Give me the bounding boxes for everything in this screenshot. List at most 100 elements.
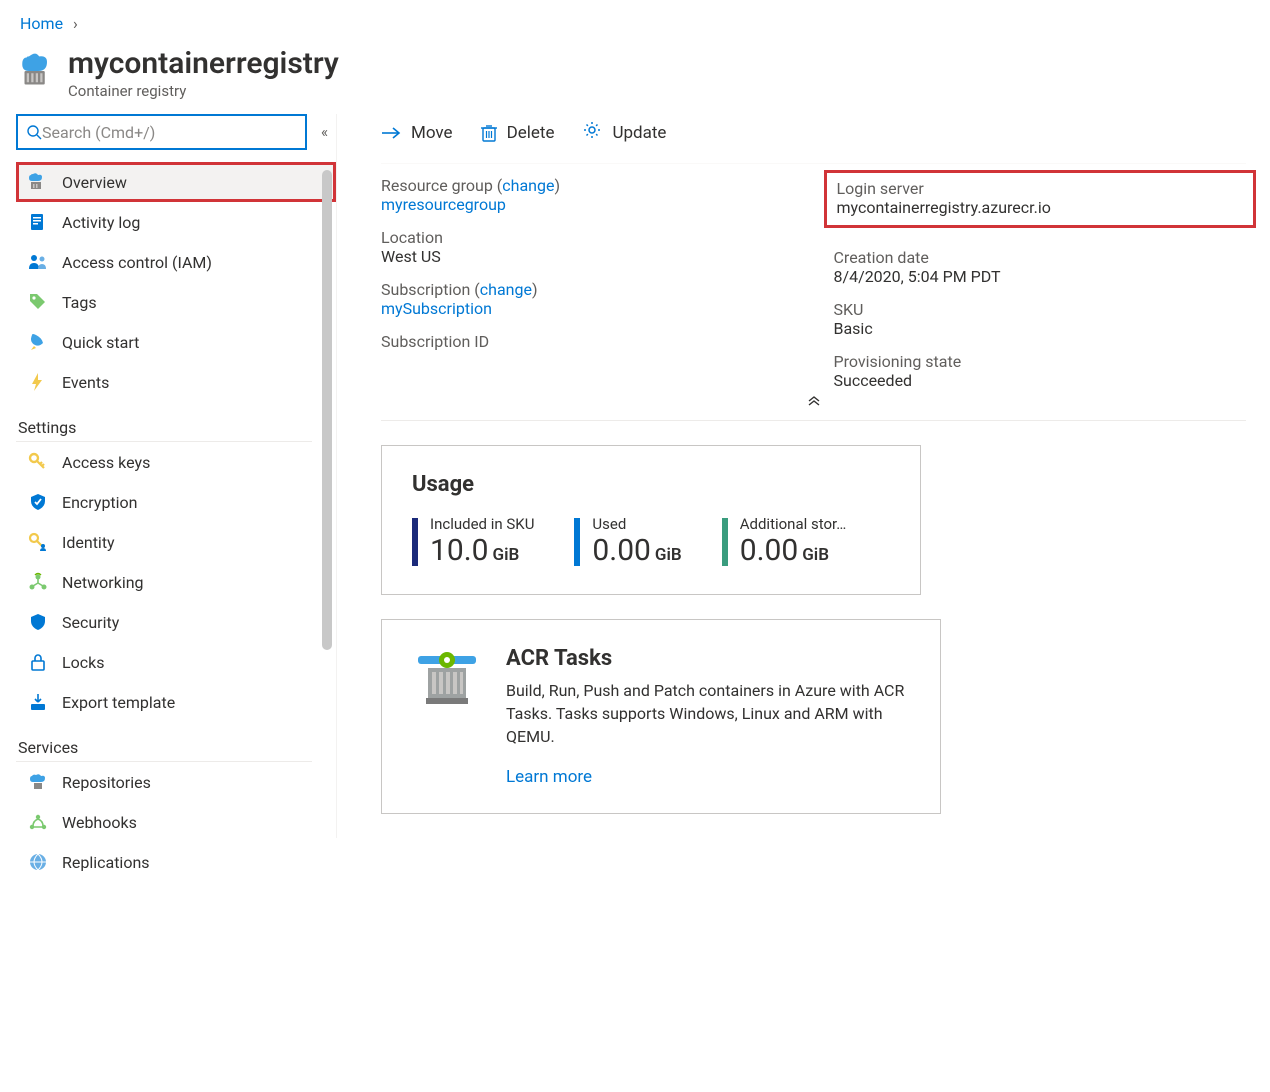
change-resource-group-link[interactable]: change [502, 176, 554, 195]
gear-icon [582, 120, 602, 140]
login-server-value: mycontainerregistry.azurecr.io [837, 198, 1244, 217]
subscription-value[interactable]: mySubscription [381, 299, 492, 318]
delete-button[interactable]: Delete [481, 120, 555, 145]
sidebar-item-label: Access control (IAM) [62, 253, 212, 272]
sidebar-item-label: Networking [62, 573, 144, 592]
sidebar-section-services: Services [16, 722, 312, 762]
page-subtitle: Container registry [68, 82, 339, 100]
events-icon [28, 372, 48, 392]
key-user-icon [28, 532, 48, 552]
login-server-highlight: Login server mycontainerregistry.azurecr… [824, 170, 1257, 228]
usage-bar [722, 518, 728, 566]
ess-label: Creation date [834, 248, 1247, 267]
breadcrumb: Home › [0, 0, 1270, 39]
ess-label: Provisioning state [834, 352, 1247, 371]
creation-date-value: 8/4/2020, 5:04 PM PDT [834, 267, 1247, 286]
arrow-right-icon [381, 125, 401, 141]
lock-icon [28, 652, 48, 672]
change-subscription-link[interactable]: change [480, 280, 532, 299]
usage-metric: Additional stor… 0.00GiB [722, 515, 847, 568]
location-value: West US [381, 247, 794, 266]
trash-icon [481, 124, 497, 142]
chevron-right-icon: › [73, 14, 78, 33]
sidebar-item-label: Activity log [62, 213, 140, 232]
collapse-sidebar-icon[interactable]: « [317, 123, 332, 141]
quickstart-icon [28, 332, 48, 352]
sidebar-item-webhooks[interactable]: Webhooks [16, 802, 336, 842]
container-registry-icon [20, 53, 56, 89]
sidebar-item-access-keys[interactable]: Access keys [16, 442, 336, 482]
sidebar-item-label: Overview [62, 173, 127, 192]
repositories-icon [28, 772, 48, 792]
sidebar-item-overview[interactable]: Overview [16, 162, 336, 202]
update-button[interactable]: Update [582, 120, 666, 145]
sidebar-item-networking[interactable]: Networking [16, 562, 336, 602]
sidebar-item-tags[interactable]: Tags [16, 282, 336, 322]
sku-value: Basic [834, 319, 1247, 338]
usage-bar [412, 518, 418, 566]
sidebar-item-label: Identity [62, 533, 115, 552]
sidebar-item-label: Encryption [62, 493, 138, 512]
sidebar-item-export-template[interactable]: Export template [16, 682, 336, 722]
tasks-card: ACR Tasks Build, Run, Push and Patch con… [381, 619, 941, 814]
search-icon [26, 124, 42, 140]
sidebar-item-label: Events [62, 373, 109, 392]
usage-unit: GiB [493, 545, 520, 565]
networking-icon [28, 572, 48, 592]
breadcrumb-home[interactable]: Home [20, 14, 63, 33]
search-input[interactable] [42, 123, 297, 142]
sidebar-item-label: Repositories [62, 773, 151, 792]
sidebar-item-events[interactable]: Events [16, 362, 336, 402]
search-input-wrap[interactable] [16, 114, 307, 150]
sidebar-item-quick-start[interactable]: Quick start [16, 322, 336, 362]
toolbar-label: Update [612, 123, 666, 143]
sidebar-item-identity[interactable]: Identity [16, 522, 336, 562]
sidebar-item-locks[interactable]: Locks [16, 642, 336, 682]
usage-label: Included in SKU [430, 515, 534, 533]
usage-title: Usage [412, 472, 890, 497]
main-content: Move Delete Update Resource group (chang… [336, 114, 1270, 838]
sidebar-item-label: Access keys [62, 453, 150, 472]
essentials: Resource group (change) myresourcegroup … [381, 164, 1246, 390]
usage-metric: Included in SKU 10.0GiB [412, 515, 534, 568]
page-title: mycontainerregistry [68, 47, 339, 80]
shield-icon [28, 612, 48, 632]
sidebar-item-repositories[interactable]: Repositories [16, 762, 336, 802]
usage-metric: Used 0.00GiB [574, 515, 681, 568]
ess-label: Subscription ID [381, 332, 794, 351]
webhooks-icon [28, 812, 48, 832]
page-header: mycontainerregistry Container registry [0, 39, 1270, 114]
sidebar-item-label: Tags [62, 293, 97, 312]
tasks-title: ACR Tasks [506, 646, 910, 671]
sidebar-item-access-control-iam-[interactable]: Access control (IAM) [16, 242, 336, 282]
usage-value: 0.00 [592, 533, 651, 568]
ess-label: SKU [834, 300, 1247, 319]
resource-group-value[interactable]: myresourcegroup [381, 195, 506, 214]
sidebar-section-settings: Settings [16, 402, 312, 442]
acr-tasks-icon [412, 646, 482, 714]
toolbar: Move Delete Update [381, 114, 1246, 164]
export-icon [28, 692, 48, 712]
usage-value: 0.00 [740, 533, 799, 568]
usage-card: Usage Included in SKU 10.0GiB Used 0.00G… [381, 445, 921, 595]
sidebar-item-label: Replications [62, 853, 150, 872]
sidebar-item-activity-log[interactable]: Activity log [16, 202, 336, 242]
sidebar: « Overview Activity log Access control (IA… [0, 114, 336, 882]
log-icon [28, 212, 48, 232]
move-button[interactable]: Move [381, 120, 453, 145]
chevron-up-double-icon [807, 396, 821, 406]
toolbar-label: Delete [507, 123, 555, 143]
sidebar-item-label: Webhooks [62, 813, 137, 832]
provisioning-value: Succeeded [834, 371, 1247, 390]
sidebar-item-encryption[interactable]: Encryption [16, 482, 336, 522]
iam-icon [28, 252, 48, 272]
shield-check-icon [28, 492, 48, 512]
toolbar-label: Move [411, 123, 453, 143]
collapse-essentials[interactable] [381, 390, 1246, 421]
scrollbar[interactable] [322, 170, 332, 650]
learn-more-link[interactable]: Learn more [506, 767, 592, 787]
sidebar-item-label: Quick start [62, 333, 139, 352]
ess-label: Subscription [381, 280, 470, 299]
sidebar-item-replications[interactable]: Replications [16, 842, 336, 882]
sidebar-item-security[interactable]: Security [16, 602, 336, 642]
